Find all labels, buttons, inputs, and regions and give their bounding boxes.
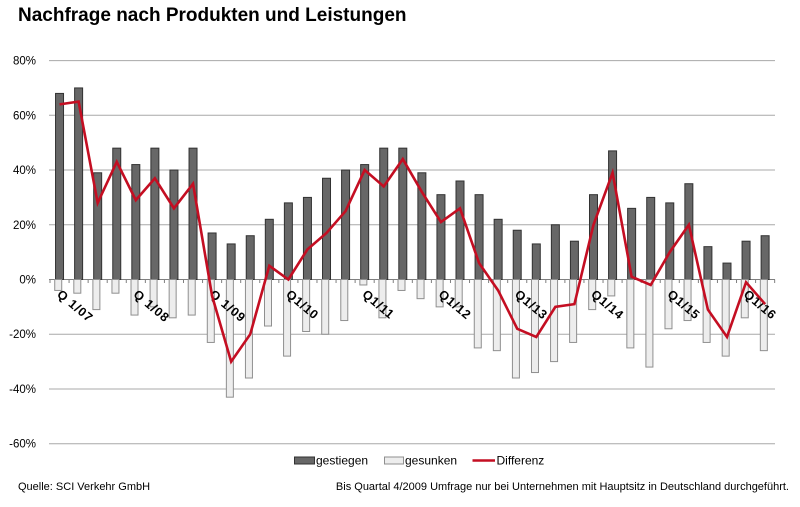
svg-text:-20%: -20% <box>9 329 36 341</box>
svg-text:-60%: -60% <box>9 439 36 451</box>
svg-text:40%: 40% <box>13 165 36 177</box>
svg-text:Quelle: SCI Verkehr GmbH: Quelle: SCI Verkehr GmbH <box>18 481 150 493</box>
svg-text:Bis Quartal 4/2009 Umfrage nur: Bis Quartal 4/2009 Umfrage nur bei Unter… <box>336 481 789 493</box>
svg-text:-40%: -40% <box>9 384 36 396</box>
svg-text:60%: 60% <box>13 110 36 122</box>
svg-text:80%: 80% <box>13 56 36 68</box>
svg-text:Nachfrage nach Produkten und L: Nachfrage nach Produkten und Leistungen <box>18 5 407 26</box>
svg-text:gestiegen: gestiegen <box>316 454 368 468</box>
svg-text:20%: 20% <box>13 220 36 232</box>
svg-text:0%: 0% <box>19 275 36 287</box>
svg-text:gesunken: gesunken <box>405 454 457 468</box>
svg-text:Differenz: Differenz <box>497 454 545 468</box>
